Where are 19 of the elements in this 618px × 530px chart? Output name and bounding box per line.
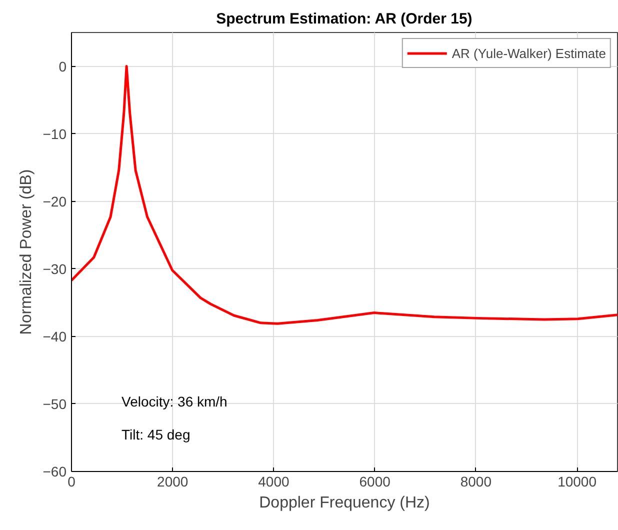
x-tick-label: 10000	[558, 474, 597, 490]
y-tick-label: −30	[42, 260, 67, 277]
line-series	[72, 65, 618, 325]
chart-title: Spectrum Estimation: AR (Order 15)	[216, 10, 472, 28]
y-tick-label: −60	[42, 464, 67, 480]
x-axis-title: Doppler Frequency (Hz)	[259, 494, 430, 512]
x-tick-label: 6000	[359, 474, 391, 490]
annotation: Tilt: 45 deg	[122, 426, 190, 442]
y-axis-title: Normalized Power (dB)	[18, 169, 35, 335]
y-tick-label: −40	[42, 328, 67, 344]
y-tick-label: −10	[42, 126, 67, 142]
y-tick-label: −50	[42, 396, 67, 412]
y-tick-label: −20	[42, 193, 67, 210]
y-tick-label: 0	[58, 58, 67, 74]
x-tick-label: 2000	[157, 474, 188, 490]
legend-label: AR (Yule-Walker) Estimate	[452, 46, 606, 60]
x-tick-label: 4000	[258, 474, 290, 490]
x-tick-label: 8000	[460, 474, 492, 490]
annotation: Velocity: 36 km/h	[122, 394, 228, 410]
